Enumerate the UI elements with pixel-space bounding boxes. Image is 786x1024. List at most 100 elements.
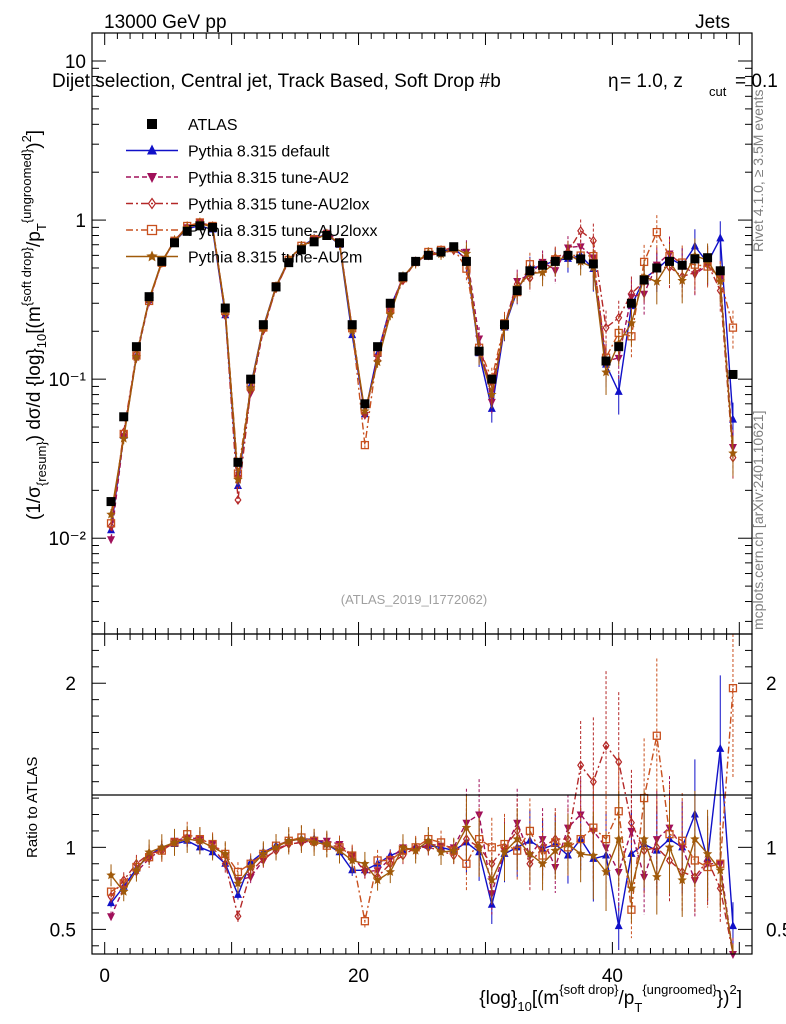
data-point (601, 356, 611, 366)
ratio-point (664, 842, 675, 852)
data-point (144, 292, 154, 302)
ratio-point (144, 847, 154, 857)
data-point (106, 497, 116, 507)
legend-label: ATLAS (188, 117, 238, 134)
data-point (157, 256, 167, 266)
ratio-point (716, 743, 725, 752)
series-point (360, 440, 370, 450)
ratio-tick-label-right: 2 (766, 674, 777, 695)
data-point (690, 254, 700, 264)
y-main-label: (1/σ{resum}) dσ/d {log}10[(m{soft drop}/… (19, 130, 49, 520)
ratio-point (512, 834, 522, 844)
ratio-point (575, 848, 586, 858)
ratio-point (449, 845, 459, 855)
data-point (665, 256, 674, 266)
legend-marker (147, 144, 157, 155)
series-point (119, 433, 129, 443)
ratio-point (309, 837, 319, 847)
ratio-point (677, 875, 687, 885)
data-point (208, 222, 218, 232)
ratio-point (322, 839, 332, 849)
series-point (385, 309, 395, 319)
legend-label: Pythia 8.315 tune-AU2m (188, 250, 362, 267)
ratio-point (602, 740, 610, 751)
series-point (234, 494, 242, 506)
ratio-line-4 (110, 688, 734, 922)
y-tick-label: 10⁻¹ (49, 370, 87, 391)
ratio-point (563, 839, 573, 849)
data-point (195, 221, 205, 231)
ratio-point (157, 842, 167, 852)
legend-marker (146, 224, 158, 236)
ratio-point (169, 837, 180, 847)
legend-marker (147, 197, 157, 210)
legend-marker (147, 119, 157, 129)
ratio-point (461, 822, 472, 832)
series-line-2 (110, 221, 734, 540)
series-point (372, 357, 383, 367)
ratio-point (627, 817, 635, 828)
ratio-point (284, 835, 294, 845)
series-point (131, 352, 142, 362)
series-line-4 (110, 221, 734, 524)
ratio-point (423, 835, 434, 845)
params-sub: cut (709, 84, 727, 99)
data-point (322, 230, 332, 240)
legend-label: Pythia 8.315 tune-AU2 (188, 170, 349, 187)
data-point (284, 258, 294, 268)
category-label: Jets (695, 12, 730, 33)
ratio-point (614, 834, 624, 844)
ratio-point (702, 848, 713, 858)
series-point (602, 322, 610, 333)
y-tick-label: 10⁻² (49, 529, 87, 550)
data-point (182, 226, 192, 236)
data-point (652, 263, 662, 273)
series-point (537, 267, 548, 277)
series-line-3 (110, 222, 734, 527)
series-point (360, 406, 370, 416)
data-point (576, 254, 586, 264)
data-point (411, 256, 421, 266)
energy-label: 13000 GeV pp (104, 12, 227, 33)
series-point (728, 448, 738, 458)
data-point (436, 247, 446, 257)
series-point (652, 227, 661, 237)
ratio-point (271, 842, 281, 852)
series-line-1 (110, 225, 734, 531)
ratio-point (474, 842, 484, 852)
ratio-point (182, 834, 192, 844)
data-point (347, 320, 357, 330)
series-point (487, 389, 497, 399)
series-point (601, 367, 611, 377)
ratio-point (614, 921, 623, 930)
data-point (423, 250, 433, 260)
legend: ATLAS Pythia 8.315 default Pythia 8.315 tu… (126, 117, 377, 267)
series-point (576, 243, 585, 252)
ratio-point (499, 847, 510, 857)
ratio-tick-label-left: 1 (65, 838, 76, 859)
ratio-tick-label-right: 1 (766, 838, 777, 859)
ratio-point (221, 858, 229, 869)
ratio-plot-series (106, 634, 738, 959)
legend-label: Pythia 8.315 tune-AU2loxx (188, 223, 377, 240)
analysis-id: (ATLAS_2019_I1772062) (341, 592, 487, 607)
data-point (170, 238, 179, 248)
ratio-point (577, 760, 585, 771)
ratio-point (296, 834, 307, 844)
ratio-point (436, 847, 446, 857)
ratio-plot-frame (91, 633, 753, 955)
ratio-point (334, 845, 345, 855)
selection-title: Dijet selection, Central jet, Track Base… (52, 71, 501, 92)
legend-marker (146, 250, 158, 262)
ratio-point (131, 865, 142, 875)
data-point (246, 374, 256, 384)
series-point (677, 275, 687, 285)
ratio-point (588, 850, 599, 860)
ratio-point (107, 913, 116, 922)
ratio-point (207, 842, 218, 852)
data-point (220, 303, 230, 313)
ratio-point (728, 921, 737, 930)
ratio-point (715, 865, 725, 875)
data-point (335, 238, 344, 248)
